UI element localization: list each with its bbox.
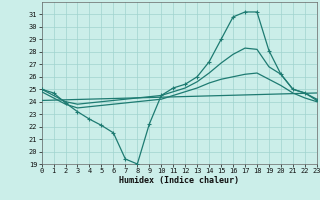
X-axis label: Humidex (Indice chaleur): Humidex (Indice chaleur)	[119, 176, 239, 185]
